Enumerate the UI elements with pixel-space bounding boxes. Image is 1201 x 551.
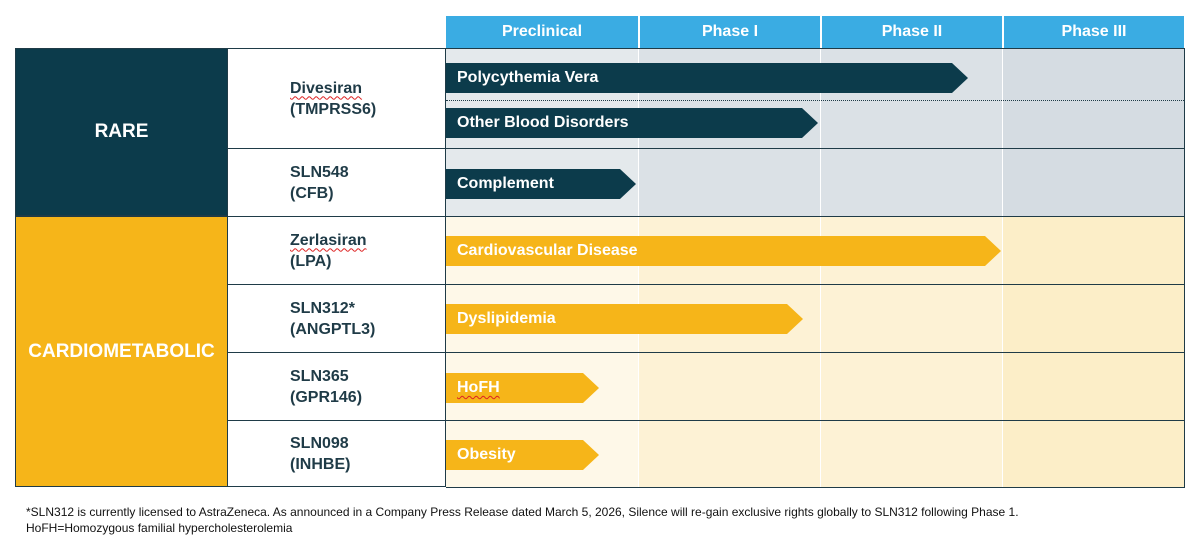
drug-cell-sln548: SLN548 (CFB): [228, 148, 446, 217]
footnote-line-2: HoFH=Homozygous familial hypercholestero…: [26, 521, 293, 535]
footnote-line-1: *SLN312 is currently licensed to AstraZe…: [26, 505, 1019, 519]
phase-header-phase-3: Phase III: [1002, 16, 1184, 48]
row-divider: [446, 216, 1184, 217]
program-arrow-complement: Complement: [446, 169, 636, 199]
category-cardiometabolic: CARDIOMETABOLIC: [15, 216, 228, 487]
drug-name: Divesiran: [290, 79, 363, 97]
row-divider: [446, 148, 1184, 149]
row-divider: [446, 352, 1184, 353]
row-divider-dotted: [446, 100, 1184, 101]
category-rare-label: RARE: [94, 121, 149, 142]
phase-header-preclinical: Preclinical: [446, 16, 638, 48]
drug-target: (INHBE): [290, 455, 351, 473]
footnote: *SLN312 is currently licensed to AstraZe…: [26, 504, 1186, 536]
program-label: HoFH: [457, 379, 500, 396]
program-label: Other Blood Disorders: [457, 114, 629, 131]
table-bottom-border: [446, 487, 1184, 488]
program-arrow-other-blood-disorders: Other Blood Disorders: [446, 108, 818, 138]
program-label: Polycythemia Vera: [457, 69, 599, 86]
phase-header-phase-1: Phase I: [638, 16, 820, 48]
drug-target: (TMPRSS6): [290, 100, 377, 118]
program-label: Complement: [457, 175, 554, 192]
drug-cell-sln098: SLN098 (INHBE): [228, 420, 446, 487]
drug-name: SLN548: [290, 163, 349, 181]
program-arrow-polycythemia-vera: Polycythemia Vera: [446, 63, 968, 93]
program-label: Obesity: [457, 446, 516, 463]
rare-zone-phase-3: [1002, 48, 1184, 216]
program-arrow-cardiovascular-disease: Cardiovascular Disease: [446, 236, 1001, 266]
drug-target: (ANGPTL3): [290, 320, 376, 338]
program-arrow-obesity: Obesity: [446, 440, 599, 470]
row-divider: [446, 284, 1184, 285]
phase-divider: [638, 48, 639, 487]
drug-name: SLN312*: [290, 299, 355, 317]
program-arrow-hofh: HoFH: [446, 373, 599, 403]
drug-cell-divesiran: Divesiran (TMPRSS6): [228, 48, 446, 149]
drug-cell-zerlasiran: Zerlasiran (LPA): [228, 216, 446, 285]
row-divider: [446, 420, 1184, 421]
drug-cell-sln365: SLN365 (GPR146): [228, 352, 446, 421]
drug-name: SLN098: [290, 434, 349, 452]
phase-header-phase-2: Phase II: [820, 16, 1002, 48]
phase-divider: [1002, 48, 1003, 487]
category-cardiometabolic-label: CARDIOMETABOLIC: [28, 340, 215, 362]
drug-target: (LPA): [290, 252, 332, 270]
drug-cell-sln312: SLN312* (ANGPTL3): [228, 284, 446, 353]
drug-target: (CFB): [290, 184, 334, 202]
program-label: Cardiovascular Disease: [457, 242, 638, 259]
category-rare: RARE: [15, 48, 228, 216]
table-top-border: [446, 48, 1184, 49]
program-label: Dyslipidemia: [457, 310, 556, 327]
phase-divider: [820, 48, 821, 487]
table-right-border: [1184, 48, 1185, 488]
drug-name: SLN365: [290, 367, 349, 385]
drug-name: Zerlasiran: [290, 231, 367, 249]
drug-target: (GPR146): [290, 388, 363, 406]
program-arrow-dyslipidemia: Dyslipidemia: [446, 304, 803, 334]
